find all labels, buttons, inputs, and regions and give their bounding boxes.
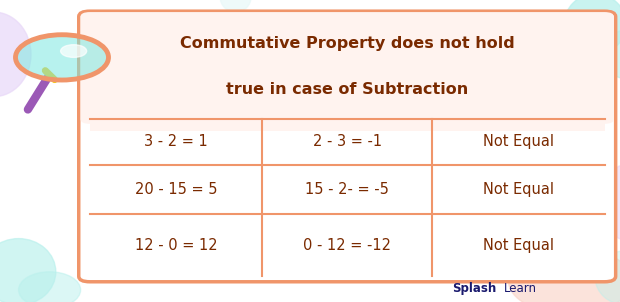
Text: 12 - 0 = 12: 12 - 0 = 12 [135, 238, 218, 253]
Text: 3 - 2 = 1: 3 - 2 = 1 [144, 134, 208, 149]
Text: 0 - 12 = -12: 0 - 12 = -12 [303, 238, 391, 253]
Circle shape [16, 35, 108, 80]
Ellipse shape [19, 272, 81, 302]
Ellipse shape [0, 12, 31, 97]
Text: Not Equal: Not Equal [483, 182, 554, 197]
FancyBboxPatch shape [90, 113, 604, 131]
Text: Splash: Splash [453, 282, 497, 295]
Ellipse shape [0, 239, 56, 302]
Text: 2 - 3 = -1: 2 - 3 = -1 [312, 134, 382, 149]
Text: Not Equal: Not Equal [483, 134, 554, 149]
Circle shape [61, 45, 87, 57]
Ellipse shape [601, 30, 620, 79]
Ellipse shape [601, 165, 620, 240]
Text: 15 - 2- = -5: 15 - 2- = -5 [305, 182, 389, 197]
FancyBboxPatch shape [81, 12, 614, 124]
Ellipse shape [508, 248, 620, 302]
Text: true in case of Subtraction: true in case of Subtraction [226, 82, 468, 97]
Text: Not Equal: Not Equal [483, 238, 554, 253]
Ellipse shape [564, 0, 620, 54]
Ellipse shape [595, 251, 620, 302]
Ellipse shape [220, 0, 251, 12]
Text: 20 - 15 = 5: 20 - 15 = 5 [135, 182, 218, 197]
Text: Learn: Learn [503, 282, 536, 295]
Text: Commutative Property does not hold: Commutative Property does not hold [180, 36, 515, 51]
FancyBboxPatch shape [79, 11, 616, 282]
